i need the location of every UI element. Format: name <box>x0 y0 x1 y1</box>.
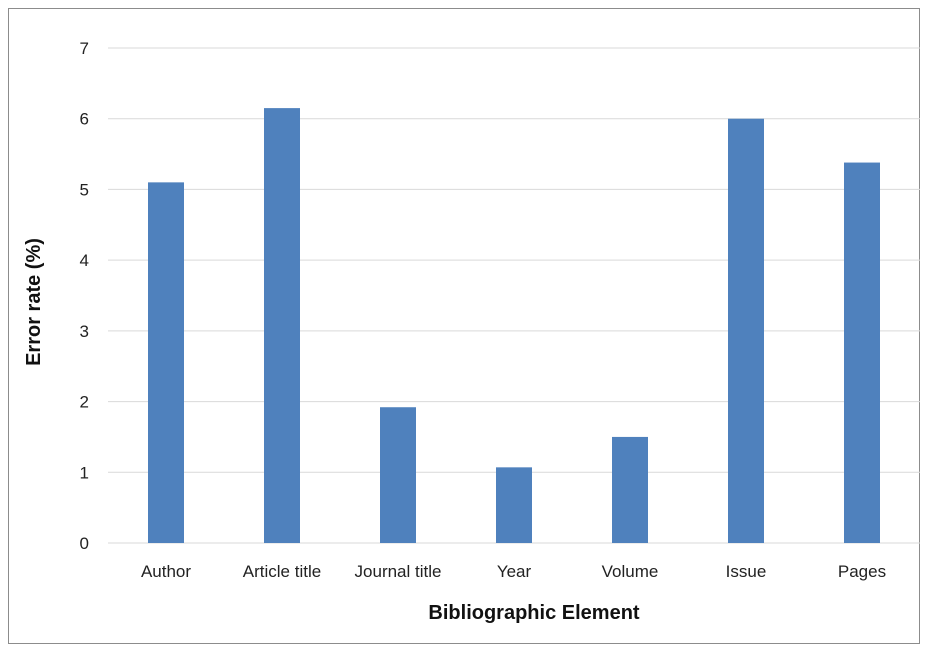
x-tick-label: Article title <box>243 562 321 581</box>
y-tick-label: 5 <box>80 180 89 199</box>
y-tick-label: 7 <box>80 39 89 58</box>
y-tick-label: 2 <box>80 393 89 412</box>
bar-journal-title <box>380 407 416 543</box>
y-tick-label: 0 <box>80 534 89 553</box>
y-tick-labels: 0 1 2 3 4 5 6 7 <box>80 39 89 553</box>
y-tick-label: 1 <box>80 463 89 482</box>
bars <box>148 108 880 544</box>
bar-volume <box>612 436 648 543</box>
bar-issue <box>728 118 764 543</box>
x-tick-label: Issue <box>726 562 767 581</box>
bar-pages <box>844 162 880 544</box>
x-tick-labels: Author Article title Journal title Year Volu… <box>141 562 886 581</box>
y-tick-label: 4 <box>80 251 89 270</box>
x-tick-label: Author <box>141 562 191 581</box>
x-tick-label: Volume <box>602 562 659 581</box>
x-tick-label: Journal title <box>355 562 442 581</box>
y-axis-title: Error rate (%) <box>23 238 45 366</box>
bar-year <box>496 467 532 543</box>
gridlines <box>108 47 920 544</box>
bar-article-title <box>264 108 300 543</box>
x-tick-label: Pages <box>838 562 886 581</box>
y-tick-label: 6 <box>80 110 89 129</box>
x-axis-title: Bibliographic Element <box>428 602 639 624</box>
bar-author <box>148 182 184 543</box>
x-tick-label: Year <box>497 562 532 581</box>
y-tick-label: 3 <box>80 322 89 341</box>
